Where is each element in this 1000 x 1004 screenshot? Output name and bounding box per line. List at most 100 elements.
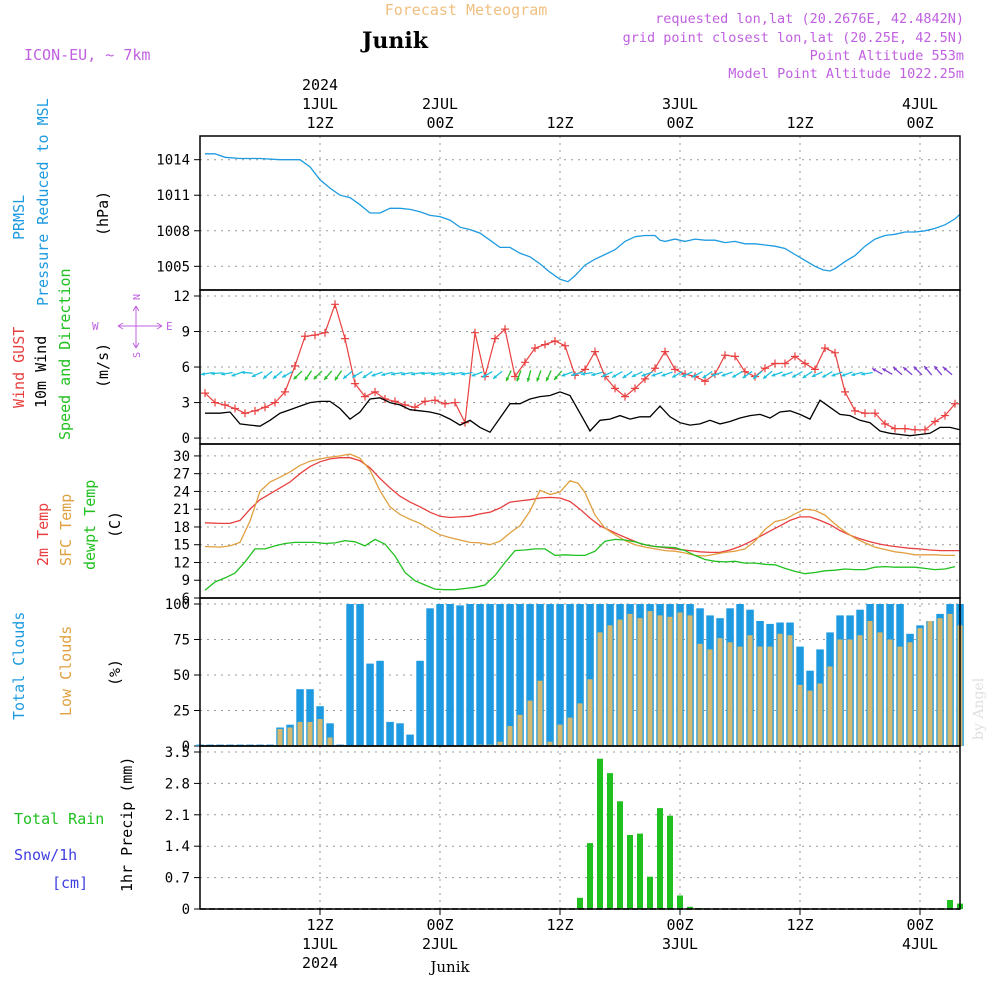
precip-bar-5 bbox=[627, 835, 633, 909]
low-cloud-bar-63 bbox=[827, 666, 833, 746]
total-cloud-bar-15 bbox=[346, 604, 354, 746]
low-cloud-bar-49 bbox=[687, 615, 693, 746]
total-clouds-label: Total Clouds bbox=[10, 612, 28, 720]
gust-point-47 bbox=[671, 365, 679, 374]
time-top-label-1-1: 00Z bbox=[426, 114, 453, 132]
gust-point-42 bbox=[621, 392, 629, 401]
total-cloud-bar-28 bbox=[476, 604, 484, 746]
low-cloud-bar-70 bbox=[897, 646, 903, 746]
dewpt-line bbox=[204, 538, 956, 591]
requested-coords: requested lon,lat (20.2676E, 42.4842N) bbox=[655, 11, 964, 27]
wind-arrow-54 bbox=[742, 370, 753, 379]
precip-bar-13 bbox=[947, 900, 953, 909]
wind-arrow-head bbox=[411, 372, 415, 376]
gust-point-15 bbox=[351, 379, 359, 388]
time-bottom-label-2-0: 12Z bbox=[546, 916, 573, 934]
gust-point-25 bbox=[451, 398, 459, 407]
wind-arrow-24 bbox=[441, 371, 453, 376]
ytick-label-1-4: 0 bbox=[182, 431, 190, 447]
precip-bar-4 bbox=[617, 801, 623, 909]
wind-arrow-head bbox=[401, 372, 405, 376]
gust-label: Wind GUST bbox=[10, 327, 28, 408]
total-cloud-bar-11 bbox=[306, 689, 314, 746]
wind-arrow-63 bbox=[831, 371, 843, 377]
low-cloud-bar-46 bbox=[657, 615, 663, 746]
wind-arrow-head bbox=[391, 372, 395, 376]
wind-arrow-73 bbox=[933, 365, 943, 376]
panel-0: 1014 1011 1008 1005 PRMSL Pressure Reduced to… bbox=[10, 98, 961, 306]
gust-point-30 bbox=[501, 325, 509, 334]
wind-arrow-head bbox=[241, 370, 245, 375]
wind-arrow-head bbox=[282, 374, 287, 378]
gust-point-66 bbox=[861, 409, 869, 418]
temp-labels: 2m Temp SFC Temp dewpt Temp (C) bbox=[34, 480, 124, 570]
wind-arrow-35 bbox=[553, 370, 563, 381]
wind-arrow-64 bbox=[841, 371, 853, 377]
snow-label: Snow/1h bbox=[14, 846, 77, 864]
wind-arrow-head bbox=[943, 367, 948, 371]
pressure-line bbox=[205, 153, 961, 283]
low-cloud-bar-50 bbox=[697, 643, 703, 746]
wind-arrow-head bbox=[554, 375, 558, 380]
gust-point-31 bbox=[511, 372, 519, 381]
wind-arrow-head bbox=[882, 368, 887, 372]
wind-arrow-head bbox=[324, 375, 328, 380]
wind-arrow-3 bbox=[231, 371, 243, 377]
compass-e: E bbox=[166, 320, 173, 333]
low-cloud-bar-35 bbox=[547, 741, 553, 746]
time-top-label-0-0: 2024 bbox=[302, 76, 338, 94]
wind-arrow-head bbox=[711, 373, 716, 377]
wind-arrow-6 bbox=[262, 370, 273, 380]
wind-arrow-head bbox=[505, 377, 510, 382]
wind-arrow-5 bbox=[251, 371, 263, 378]
total-cloud-bar-21 bbox=[406, 734, 414, 746]
low-cloud-bar-33 bbox=[527, 700, 533, 746]
gust-point-64 bbox=[841, 387, 849, 396]
ytick-label-4-2: 2.1 bbox=[165, 808, 190, 824]
gust-point-39 bbox=[591, 347, 599, 356]
time-top-label-1-0: 2JUL bbox=[422, 95, 458, 113]
wind-arrow-head bbox=[561, 373, 566, 377]
ytick-label-2-3: 21 bbox=[173, 502, 190, 518]
gust-point-60 bbox=[801, 359, 809, 368]
wind-arrow-12 bbox=[323, 370, 333, 381]
gridpoint-coords: grid point closest lon,lat (20.25E, 42.5… bbox=[623, 30, 964, 46]
wind-arrow-head bbox=[221, 372, 225, 376]
wind-arrow-head bbox=[591, 372, 596, 377]
low-cloud-bar-11 bbox=[307, 721, 313, 746]
wind-arrow-74 bbox=[942, 366, 953, 376]
total-cloud-bar-32 bbox=[516, 604, 524, 746]
wind-arrow-55 bbox=[752, 370, 763, 380]
time-bottom-label-0-1: 1JUL bbox=[302, 935, 338, 953]
wind-arrow-head bbox=[251, 373, 256, 378]
wind-arrow-27 bbox=[471, 371, 483, 377]
model-label: ICON-EU, ~ 7km bbox=[24, 46, 150, 64]
wind-arrow-head bbox=[431, 372, 435, 376]
wind-arrow-44 bbox=[641, 371, 653, 377]
gust-point-53 bbox=[731, 352, 739, 361]
wind-arrow-head bbox=[581, 372, 585, 376]
time-bottom-label-5-0: 00Z bbox=[906, 916, 933, 934]
ms-unit-label: (m/s) bbox=[94, 343, 112, 388]
wind-arrow-71 bbox=[913, 366, 923, 376]
compass-rose: N S W E bbox=[92, 294, 173, 358]
ytick-label-4-4: 0.7 bbox=[165, 871, 190, 887]
total-cloud-bar-19 bbox=[386, 721, 394, 746]
total-cloud-bar-25 bbox=[446, 604, 454, 746]
point-altitude: Point Altitude 553m bbox=[810, 48, 964, 64]
ytick-label-3-4: 0 bbox=[182, 739, 190, 755]
wind-arrow-40 bbox=[601, 371, 613, 378]
sfc-line bbox=[204, 453, 955, 557]
compass-lines bbox=[117, 305, 163, 349]
wind-arrow-39 bbox=[591, 371, 603, 377]
compass-n: N bbox=[132, 294, 143, 300]
ytick-label-1-2: 6 bbox=[182, 360, 190, 376]
ytick-label-0-2: 1008 bbox=[156, 224, 190, 240]
precip-bar-9 bbox=[667, 815, 673, 909]
ytick-label-2-4: 18 bbox=[173, 520, 190, 536]
low-cloud-bar-65 bbox=[847, 639, 853, 746]
wind-arrow-36 bbox=[561, 371, 573, 377]
ytick-label-2-6: 12 bbox=[173, 555, 190, 571]
ytick-label-1-3: 3 bbox=[182, 396, 190, 412]
